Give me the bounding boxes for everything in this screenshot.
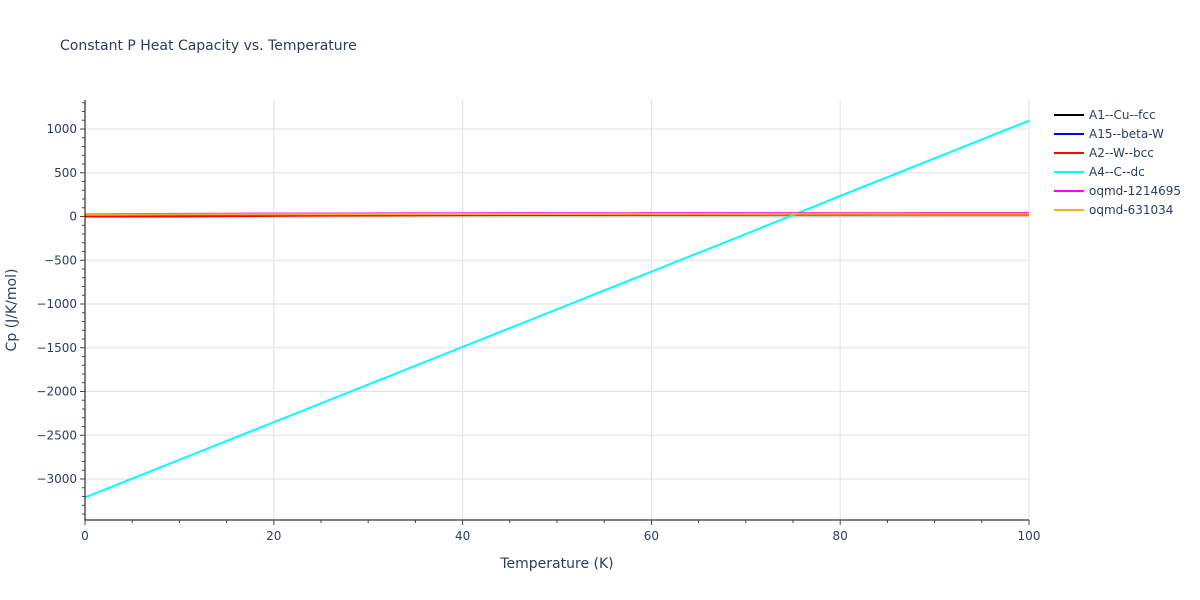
x-tick-label: 100 — [1018, 529, 1041, 543]
y-tick-label: 500 — [54, 166, 77, 180]
y-tick-label: −2500 — [36, 428, 77, 442]
legend-item[interactable]: A4--C--dc — [1054, 165, 1145, 179]
legend-item[interactable]: oqmd-1214695 — [1054, 184, 1181, 198]
svg-text:A1--Cu--fcc: A1--Cu--fcc — [1089, 108, 1156, 122]
x-axis-title: Temperature (K) — [499, 556, 613, 572]
y-axis-title: Cp (J/K/mol) — [4, 269, 20, 352]
legend-item[interactable]: A2--W--bcc — [1054, 146, 1154, 160]
y-tick-label: −1500 — [36, 341, 77, 355]
y-tick-label: −1000 — [36, 297, 77, 311]
series-line-3 — [84, 119, 1030, 499]
chart-title: Constant P Heat Capacity vs. Temperature — [60, 38, 357, 54]
y-tick-label: 0 — [69, 210, 77, 224]
series-line-5 — [84, 212, 1030, 216]
x-tick-label: 60 — [644, 529, 659, 543]
svg-text:A4--C--dc: A4--C--dc — [1089, 165, 1145, 179]
plot-series — [84, 119, 1030, 499]
x-tick-label: 80 — [833, 529, 848, 543]
svg-text:oqmd-631034: oqmd-631034 — [1089, 203, 1173, 217]
grid-lines — [85, 100, 1030, 520]
axes: 1000 500 0 −500 −1000 −1500 −2000 −2500 −3000 0 20… — [36, 100, 1040, 543]
y-tick-label: −2000 — [36, 385, 77, 399]
x-tick-label: 40 — [455, 529, 470, 543]
y-tick-label: −500 — [44, 253, 77, 267]
svg-text:A15--beta-W: A15--beta-W — [1089, 127, 1164, 141]
y-tick-label: 1000 — [46, 122, 77, 136]
y-tick-label: −3000 — [36, 472, 77, 486]
legend-item[interactable]: oqmd-631034 — [1054, 203, 1173, 217]
x-tick-label: 0 — [81, 529, 89, 543]
legend-item[interactable]: A1--Cu--fcc — [1054, 108, 1156, 122]
svg-text:oqmd-1214695: oqmd-1214695 — [1089, 184, 1181, 198]
legend[interactable]: A1--Cu--fcc A15--beta-W A2--W--bcc A4--C--d… — [1054, 108, 1181, 217]
x-tick-label: 20 — [266, 529, 281, 543]
legend-item[interactable]: A15--beta-W — [1054, 127, 1164, 141]
svg-text:A2--W--bcc: A2--W--bcc — [1089, 146, 1154, 160]
